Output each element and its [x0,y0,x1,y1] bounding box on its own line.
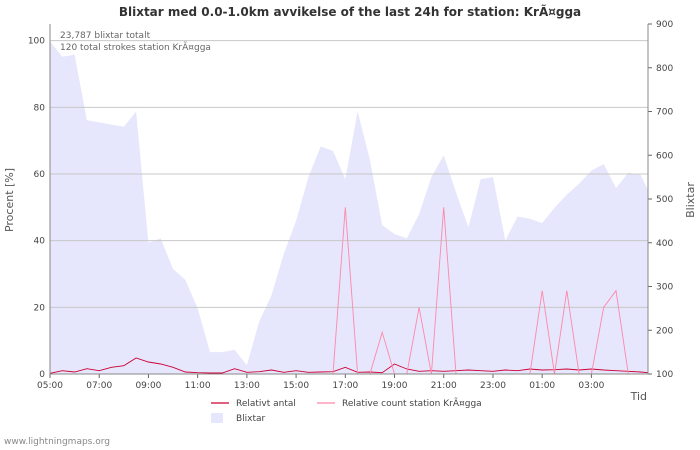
x-tick-label: 03:00 [578,381,604,391]
x-tick-label: 01:00 [529,381,555,391]
x-tick-label: 23:00 [480,381,506,391]
annotation-total: 23,787 blixtar totalt [60,31,151,41]
area-layer [50,41,648,374]
x-tick-label: 17:00 [332,381,358,391]
y-right-tick-label: 100 [656,370,673,380]
x-tick-label: 11:00 [185,381,211,391]
y-right-tick-label: 400 [656,239,673,249]
y-right-tick-label: 600 [656,151,673,161]
x-tick-label: 09:00 [135,381,161,391]
grid-layer [50,40,648,308]
y-left-tick-label: 40 [34,237,46,247]
y-left-tick-label: 20 [34,303,46,313]
legend-label: Blixtar [236,414,266,424]
legend-swatch [211,413,223,423]
y-right-label: Blixtar [684,182,697,218]
series-line-relativt-antal [49,357,649,374]
annotation-station: 120 total strokes station KrÃ¤gga [60,42,211,53]
annotation-layer: 23,787 blixtar totalt 120 total strokes … [60,31,211,53]
y-right-tick-label: 200 [656,326,673,336]
x-tick-label: 19:00 [382,381,408,391]
footer-credit: www.lightningmaps.org [4,437,110,447]
x-axis-label: Tid [630,390,647,403]
y-left-label: Procent [%] [3,168,16,232]
y-right-tick-label: 900 [656,20,673,30]
x-tick-label: 21:00 [431,381,457,391]
y-right-tick-label: 700 [656,108,673,118]
y-left-tick-label: 0 [39,370,45,380]
series-area-blixtar [50,41,648,374]
y-right-tick-label: 300 [656,283,673,293]
axis-layer: 0 20 40 60 80 100 100 200 300 400 500 600 700 800 900 0… [28,20,674,391]
x-tick-label: 07:00 [86,381,112,391]
chart-title: Blixtar med 0.0-1.0km avvikelse of the l… [119,4,581,19]
x-tick-label: 13:00 [234,381,260,391]
x-tick-label: 15:00 [283,381,309,391]
y-right-tick-label: 500 [656,195,673,205]
y-left-tick-label: 100 [28,37,45,47]
legend-label: Relative count station KrÃ¤gga [342,398,482,409]
legend: Relativt antal Relative count station KrÃ… [211,398,482,424]
y-right-tick-label: 800 [656,64,673,74]
y-left-tick-label: 80 [34,103,46,113]
y-left-tick-label: 60 [34,170,46,180]
x-tick-label: 05:00 [37,381,63,391]
legend-label: Relativt antal [236,399,296,409]
